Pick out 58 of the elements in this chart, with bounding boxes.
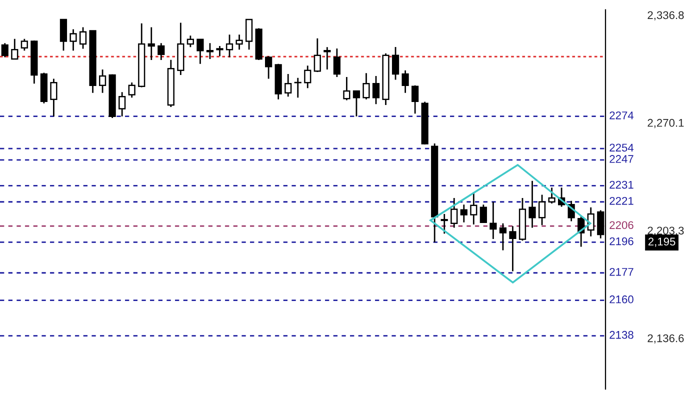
y-tick-label: 2,203.3 — [648, 226, 684, 236]
candlestick — [226, 34, 234, 58]
ref-line-label: 2231 — [610, 180, 634, 189]
candlestick — [352, 90, 360, 118]
ref-line-label: 2221 — [610, 196, 634, 205]
ref-line-label: 2138 — [610, 330, 634, 339]
candlestick — [470, 191, 478, 226]
candlestick — [216, 45, 224, 57]
candlestick — [245, 18, 253, 50]
candlestick — [79, 26, 87, 50]
candlestick — [314, 38, 321, 73]
candlestick — [265, 56, 272, 80]
y-tick-label: 2,336.8 — [648, 11, 684, 20]
candlestick — [70, 28, 77, 52]
candlestick — [538, 194, 546, 226]
y-tick-label: 2,136.6 — [648, 334, 684, 344]
candlestick — [1, 42, 8, 58]
candlestick — [343, 76, 350, 101]
candlestick — [284, 73, 292, 98]
candlestick — [392, 46, 400, 80]
candlestick — [186, 34, 194, 48]
candlestick — [11, 38, 18, 60]
candlestick — [118, 91, 126, 118]
candlestick — [128, 82, 136, 98]
y-tick-label: 2,270.1 — [648, 118, 684, 128]
ref-line-label: 2196 — [610, 237, 634, 246]
candlestick — [480, 204, 487, 224]
candlestick — [324, 46, 331, 70]
candlestick — [362, 72, 370, 100]
candlestick — [50, 78, 58, 118]
candlestick — [460, 204, 468, 224]
ref-line-label: 2274 — [610, 111, 634, 120]
candlestick — [402, 70, 409, 94]
candlestick — [304, 64, 312, 89]
candlestick — [528, 180, 536, 228]
candlestick — [372, 75, 380, 105]
candlestick — [98, 68, 106, 94]
ref-line-label: 2206 — [610, 221, 634, 230]
ref-line-label: 2247 — [610, 155, 634, 163]
candlestick — [450, 197, 458, 228]
candlestick — [490, 201, 497, 240]
candlestick — [158, 42, 165, 61]
candlestick — [196, 38, 204, 65]
candlestick — [509, 225, 516, 272]
candlestick — [236, 34, 243, 50]
candlestick — [148, 26, 155, 61]
ref-line-label: 2177 — [610, 268, 634, 276]
candlestick — [440, 213, 448, 234]
candlestick — [60, 18, 68, 52]
candlestick — [499, 222, 507, 251]
ref-line-label: 2254 — [610, 144, 634, 152]
candlestick — [333, 48, 340, 78]
candlestick — [20, 38, 28, 52]
text: 2,195 — [648, 238, 676, 247]
ref-line-label: 2160 — [610, 295, 634, 304]
candlestick — [412, 84, 419, 114]
candlestick — [206, 42, 214, 60]
candlestick — [548, 186, 556, 204]
